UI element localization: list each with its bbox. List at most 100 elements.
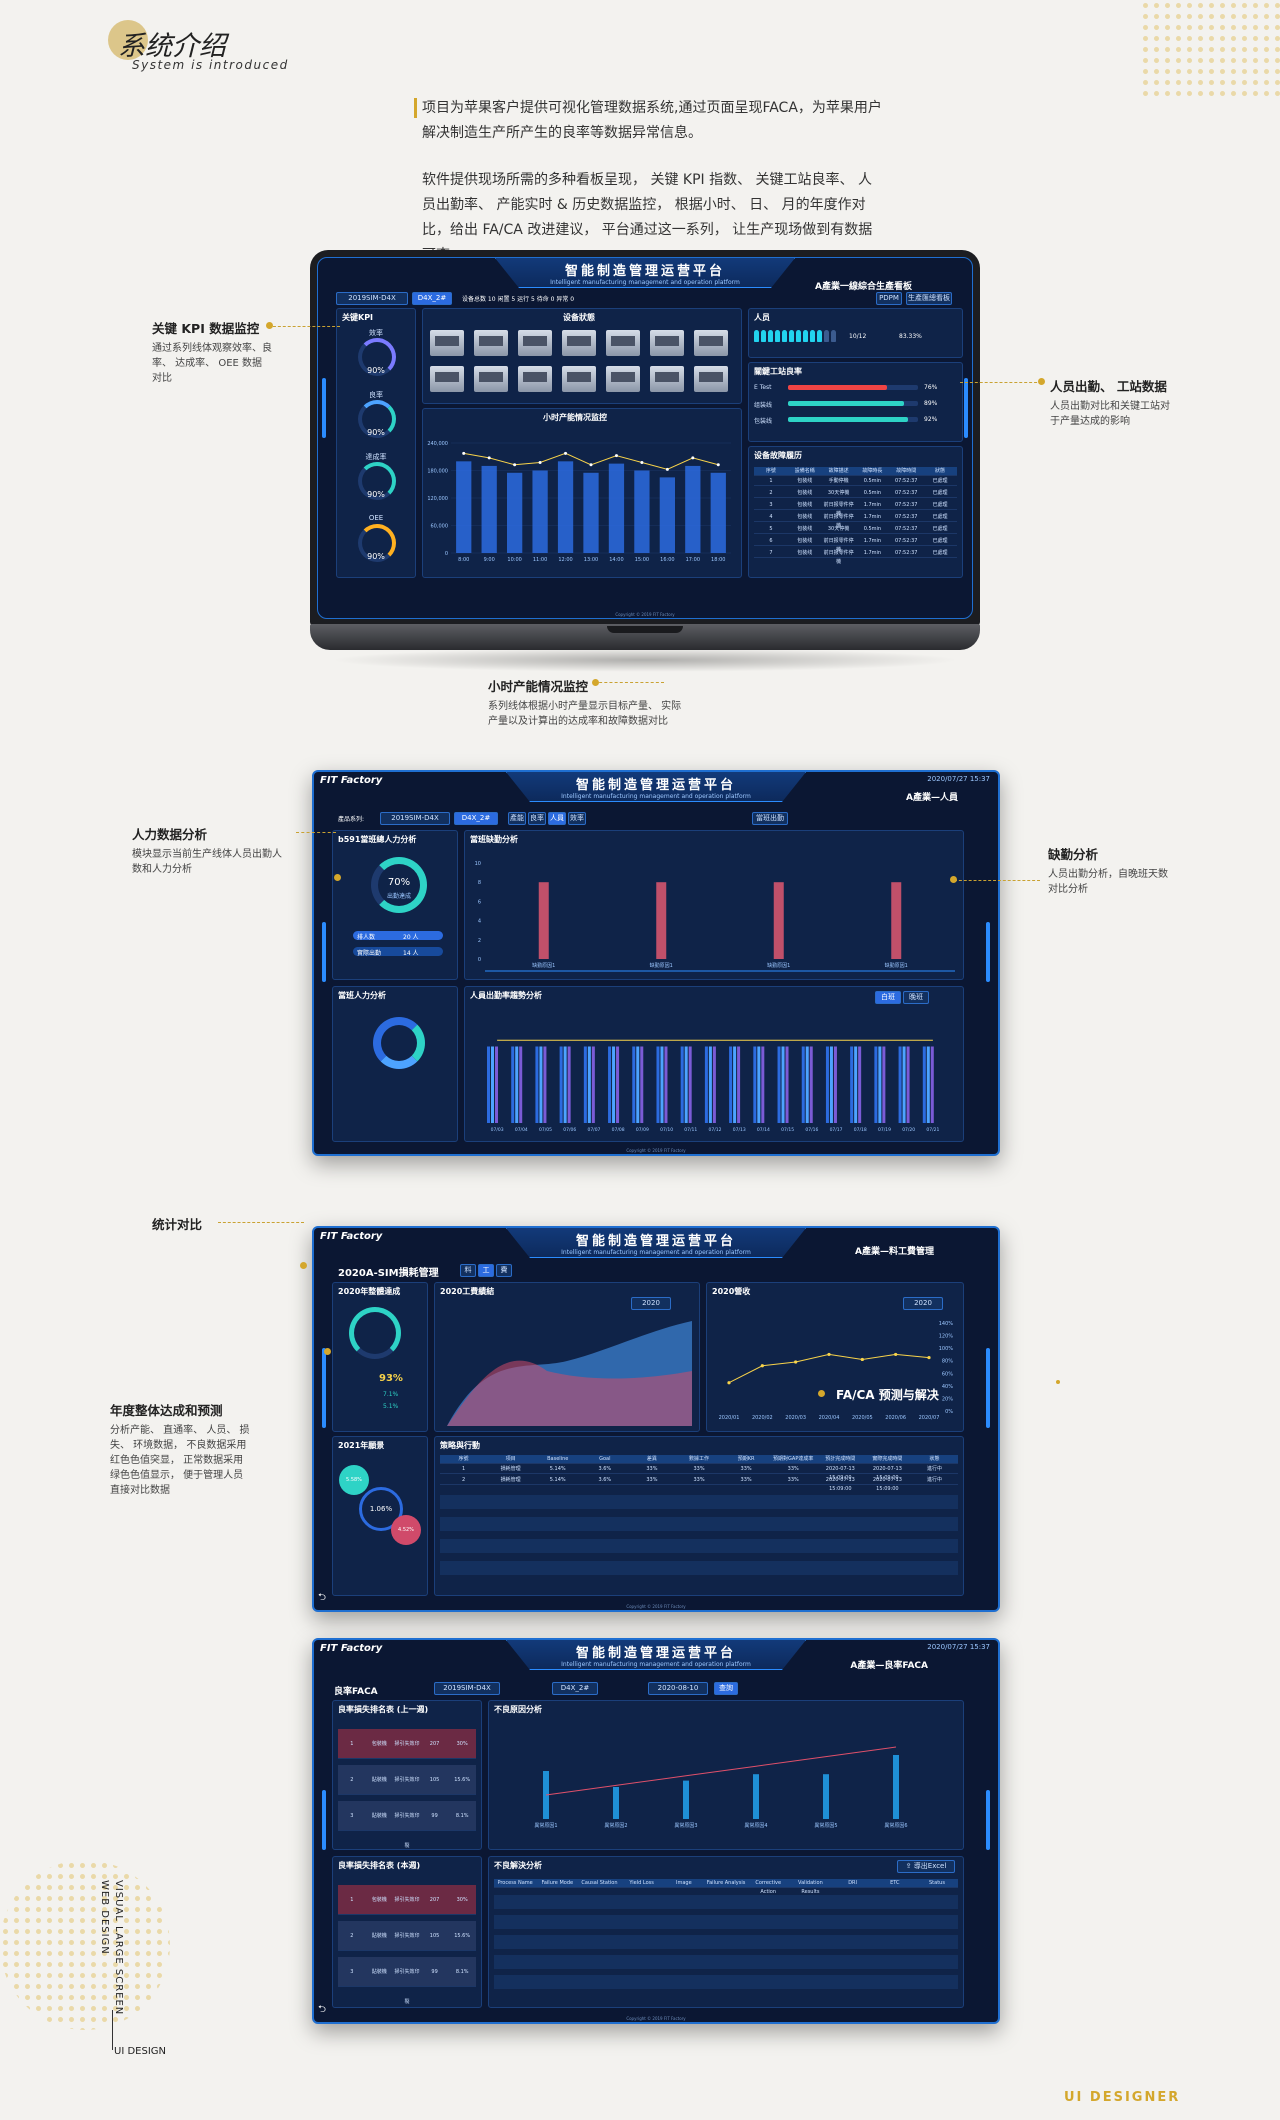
x-tick: 2020/07: [919, 1415, 940, 1421]
fault-cell: 4: [769, 514, 773, 520]
fault-cell: 30天停機: [827, 490, 850, 496]
tab-0[interactable]: 產能: [508, 812, 526, 825]
x-tick: 異常原因1: [534, 1822, 557, 1829]
tab-2[interactable]: 費: [496, 1264, 512, 1277]
back-icon-4[interactable]: ⮌: [318, 2004, 327, 2015]
x-tick: 07/20: [902, 1127, 915, 1133]
summary-button[interactable]: 生產匯總看板: [906, 292, 952, 305]
y-tick: 20%: [942, 1396, 953, 1402]
cost-area-title: 2020工費績結: [440, 1287, 495, 1296]
vision-b: 1.06%: [359, 1487, 403, 1531]
fault-cell: 07:52:37: [894, 550, 918, 556]
machine-icon: [694, 366, 728, 392]
x-tick: 07/14: [757, 1127, 770, 1133]
dot-staff: [1038, 378, 1045, 385]
export-excel-button[interactable]: ⇪ 導出Excel: [897, 1860, 955, 1873]
yield-name: 包装线: [754, 418, 773, 425]
ui-designer-label: UI DESIGNER: [1064, 2090, 1181, 2105]
rank-cell: 207: [429, 1897, 440, 1903]
x-tick: 11:00: [533, 557, 547, 563]
y-tick: 120,000: [427, 496, 448, 502]
tab-2[interactable]: 人員: [548, 812, 566, 825]
attendance-trend-title: 人員出勤率趨勢分析: [470, 991, 542, 1000]
line-select-2[interactable]: D4X_2#: [454, 812, 498, 825]
strategy-col: 項目: [505, 1456, 516, 1462]
trend-bar: [612, 1046, 616, 1123]
vision-c: 4.52%: [391, 1515, 421, 1545]
pdf-button[interactable]: PDPM: [876, 292, 902, 305]
fault-row: 5 包装线 30天停機 0.5min 07:52:37 已處理: [754, 525, 957, 534]
year-select-1[interactable]: 2020: [631, 1297, 671, 1310]
rank-cell: 99: [431, 1969, 438, 1975]
rank-cell: 掃引失效印裂: [394, 1777, 420, 1813]
x-tick: 2020/01: [719, 1415, 740, 1421]
tab-1[interactable]: 良率: [528, 812, 546, 825]
x-tick: 07/16: [805, 1127, 818, 1133]
rank-cell: 30%: [456, 1741, 468, 1747]
fault-cell: 1.7min: [863, 538, 882, 544]
tab-3[interactable]: 效率: [568, 812, 586, 825]
x-tick: 異常原因4: [744, 1822, 767, 1829]
annual-panel: 2020年整體達成 93% 7.1% 5.1%: [332, 1282, 428, 1432]
series-select-2[interactable]: 2019SIM-D4X: [380, 812, 450, 825]
fault-cell: 已處理: [932, 514, 948, 520]
trend-bar: [805, 1046, 809, 1123]
x-tick: 07/10: [660, 1127, 673, 1133]
strategy-col: 預計完成時間: [825, 1456, 856, 1462]
trend-bar: [567, 1046, 571, 1123]
machine-icon: [518, 366, 552, 392]
revenue-point: [894, 1352, 898, 1357]
line-point: [640, 461, 644, 464]
back-icon[interactable]: ⮌: [318, 1592, 327, 1603]
machine-icon: [650, 366, 684, 392]
hourly-panel: 小时产能情况监控 0 60,000 120,000 180,000 240,000 8:0…: [422, 408, 742, 578]
date-picker[interactable]: 2020-08-10: [648, 1682, 708, 1695]
attendance-value: 70%: [387, 877, 411, 888]
solution-col: Validation Results: [798, 1880, 823, 1895]
attend-button[interactable]: 當班出勤: [752, 812, 788, 825]
fault-header: 序號 設備名稱 故障描述 故障時長 故障時間 狀態: [754, 467, 957, 476]
solution-col: Image: [676, 1880, 692, 1886]
person-icon: [831, 330, 836, 342]
decor-dots-bottom: [0, 1860, 170, 2030]
line-select[interactable]: D4X_2#: [412, 292, 452, 305]
line-point: [462, 451, 466, 455]
tab-1[interactable]: 工: [478, 1264, 494, 1277]
fault-row: 4 包装线 前日报零件停機 1.7min 07:52:37 已處理: [754, 513, 957, 529]
fault-cell: 6: [769, 538, 773, 544]
series-select-4[interactable]: 2019SIM-D4X: [434, 1682, 500, 1695]
person-count: 10/12: [849, 333, 867, 340]
trend-bar: [922, 1046, 926, 1123]
annotation-annual-desc: 分析产能、 直通率、 人员、 损失、 环境数据， 不良数据采用红色色值突显， 正…: [110, 1425, 250, 1496]
annual-ring: [349, 1307, 401, 1359]
empty-row: [494, 1895, 958, 1909]
empty-row: [440, 1539, 958, 1553]
query-button[interactable]: 查詢: [714, 1682, 738, 1695]
year-select-2[interactable]: 2020: [903, 1297, 943, 1310]
gauge-ring: [358, 400, 396, 438]
yield-value: 89%: [924, 400, 938, 407]
tab-0[interactable]: 料: [460, 1264, 476, 1277]
empty-row: [440, 1495, 958, 1509]
rank-row: 1 包裝機 掃引失效印裂 207 30%: [338, 1729, 476, 1777]
series-select[interactable]: 2019SIM-D4X: [336, 292, 408, 305]
laptop-notch: [607, 626, 683, 633]
y-tick: 4: [478, 919, 481, 925]
faca-label-2: 良率FACA: [334, 1687, 378, 1697]
fault-cell: 包装线: [797, 490, 813, 496]
line-point: [589, 463, 593, 467]
x-tick: 2020/03: [785, 1415, 806, 1421]
clock: 2020/07/27 15:37: [927, 775, 990, 783]
faca-label: FA/CA 预测与解决: [836, 1388, 939, 1402]
line-select-4[interactable]: D4X_2#: [552, 1682, 598, 1695]
night-shift-toggle[interactable]: 晚班: [903, 991, 929, 1004]
person-panel: 人员 10/12 83.33%: [748, 308, 963, 358]
bar-mark: [753, 1774, 759, 1819]
fault-col: 狀態: [935, 468, 946, 474]
leader-manpower: [296, 832, 336, 833]
annotation-hourly-desc: 系列线体根据小时产量显示目标产量、 实际产量以及计算出的达成率和故障数据对比: [488, 701, 682, 727]
kpi-gauge: 效率 90%: [346, 328, 408, 386]
yield-value: 92%: [924, 416, 938, 423]
day-shift-toggle[interactable]: 白班: [875, 991, 901, 1004]
trend-bar: [495, 1046, 498, 1123]
